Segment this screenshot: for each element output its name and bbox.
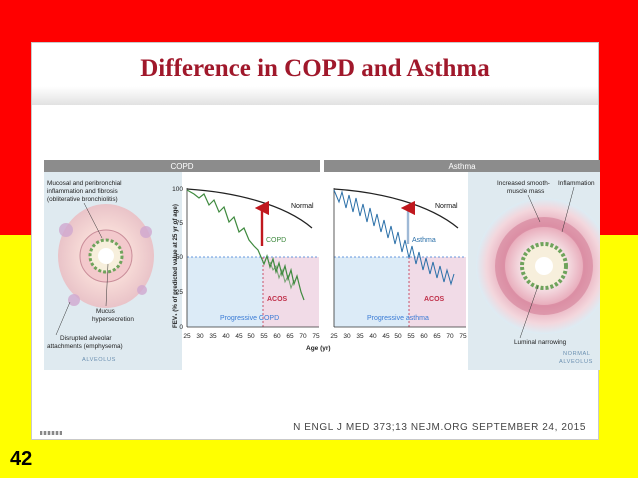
x-tick: 75 xyxy=(312,333,320,340)
asthma-disease-label: Asthma xyxy=(412,237,436,244)
copd-leader-1 xyxy=(83,202,103,239)
copd-note-alveolar-1: Disrupted alveolar xyxy=(60,335,112,342)
asthma-airway-illustration xyxy=(476,198,600,334)
copd-fev1-variability xyxy=(269,261,295,290)
asthma-normal-label: Normal xyxy=(435,203,458,210)
x-tick: 70 xyxy=(299,333,307,340)
x-tick: 35 xyxy=(209,333,217,340)
y-tick: 25 xyxy=(176,289,184,296)
y-tick: 50 xyxy=(176,254,184,261)
asthma-note-smooth-1: Increased smooth- xyxy=(497,180,550,187)
page-number: 42 xyxy=(10,448,33,470)
asthma-normal-curve xyxy=(333,188,459,229)
copd-x-ticks: 25 30 35 40 45 50 55 60 65 70 75 xyxy=(183,333,320,340)
copd-note-inflammation-1: Mucosal and peribronchial xyxy=(47,180,122,187)
asthma-progressive-region xyxy=(334,257,409,327)
copd-progressive-region xyxy=(187,257,263,327)
x-tick: 30 xyxy=(343,333,351,340)
title-band xyxy=(32,43,598,105)
asthma-leader-1 xyxy=(527,194,541,223)
copd-airway-illustration xyxy=(58,204,154,308)
x-tick: 55 xyxy=(407,333,415,340)
asthma-leader-3 xyxy=(519,285,539,339)
asthma-acos-label: ACOS xyxy=(424,296,445,303)
x-tick: 50 xyxy=(394,333,402,340)
x-tick: 55 xyxy=(260,333,268,340)
slide-title: Difference in COPD and Asthma xyxy=(140,55,490,82)
copd-normal-curve xyxy=(186,188,313,229)
asthma-header-band xyxy=(324,160,600,172)
x-tick: 45 xyxy=(235,333,243,340)
x-tick: 75 xyxy=(459,333,467,340)
copd-leader-3 xyxy=(55,301,71,336)
asthma-header: Asthma xyxy=(448,162,476,171)
slide: Difference in COPD and Asthma xyxy=(31,42,600,440)
x-tick: 60 xyxy=(273,333,281,340)
copd-note-alveolar-2: attachments (emphysema) xyxy=(47,343,123,350)
x-tick: 35 xyxy=(356,333,364,340)
asthma-progressive-label: Progressive asthma xyxy=(367,315,429,322)
asthma-acos-region xyxy=(409,257,466,327)
y-axis-label: FEV₁ (% of predicted value at 25 yr of a… xyxy=(172,204,179,328)
copd-chart: Normal COPD ACOS Progressive COPD 100 75… xyxy=(172,186,319,331)
asthma-leader-2 xyxy=(561,186,575,233)
copd-progressive-label: Progressive COPD xyxy=(220,315,279,322)
x-tick: 60 xyxy=(420,333,428,340)
x-tick: 65 xyxy=(433,333,441,340)
x-tick: 40 xyxy=(222,333,230,340)
asthma-chart: Normal Asthma ACOS Progressive asthma xyxy=(333,188,466,328)
asthma-note-inflammation: Inflammation xyxy=(558,180,595,187)
slide-thumbnail-marker xyxy=(40,431,62,435)
asthma-normal-label-2: ALVEOLUS xyxy=(559,359,593,365)
copd-note-mucus-1: Mucus xyxy=(96,308,115,315)
x-axis-label: Age (yr) xyxy=(306,345,331,352)
citation: N ENGL J MED 373;13 NEJM.ORG SEPTEMBER 2… xyxy=(293,422,586,433)
y-tick: 0 xyxy=(179,324,183,331)
asthma-fev1-curve xyxy=(333,189,455,286)
asthma-x-ticks: 25 30 35 40 45 50 55 60 65 70 75 xyxy=(330,333,467,340)
x-tick: 25 xyxy=(183,333,191,340)
copd-asthma-figure: COPD Asthma Mucosal and peribronchial in… xyxy=(44,160,600,370)
x-tick: 40 xyxy=(369,333,377,340)
y-tick: 100 xyxy=(172,186,183,193)
x-tick: 50 xyxy=(247,333,255,340)
copd-header-band xyxy=(44,160,320,172)
y-tick: 75 xyxy=(176,220,184,227)
x-tick: 70 xyxy=(446,333,454,340)
x-tick: 30 xyxy=(196,333,204,340)
asthma-normal-label-1: NORMAL xyxy=(563,351,591,357)
asthma-note-smooth-2: muscle mass xyxy=(507,188,544,195)
copd-note-inflammation-3: (obliterative bronchiolitis) xyxy=(47,196,118,203)
copd-normal-label: Normal xyxy=(291,203,314,210)
copd-disease-label: COPD xyxy=(266,237,286,244)
x-tick: 65 xyxy=(286,333,294,340)
copd-alveolus-label: ALVEOLUS xyxy=(82,357,116,363)
copd-note-inflammation-2: inflammation and fibrosis xyxy=(47,188,118,195)
asthma-note-narrowing: Luminal narrowing xyxy=(514,339,567,346)
copd-note-mucus-2: hypersecretion xyxy=(92,316,134,323)
x-tick: 45 xyxy=(382,333,390,340)
x-tick: 25 xyxy=(330,333,338,340)
copd-header: COPD xyxy=(170,162,193,171)
copd-leader-2 xyxy=(105,263,109,307)
copd-acos-label: ACOS xyxy=(267,296,288,303)
